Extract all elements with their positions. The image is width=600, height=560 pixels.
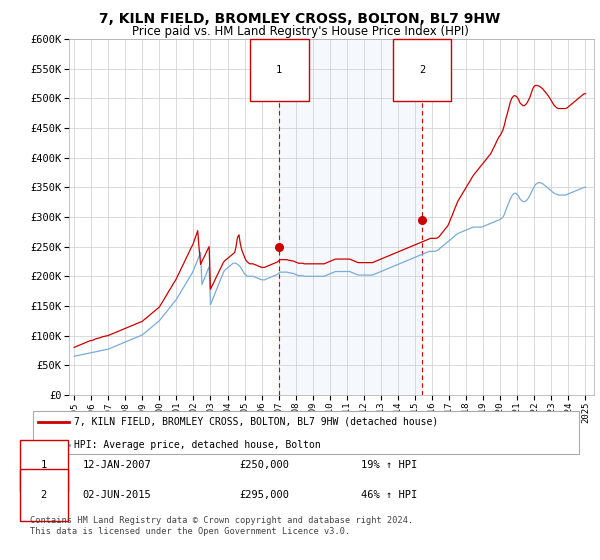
- Text: 2: 2: [41, 490, 47, 500]
- Text: £250,000: £250,000: [240, 460, 290, 470]
- Text: £295,000: £295,000: [240, 490, 290, 500]
- Text: Contains HM Land Registry data © Crown copyright and database right 2024.
This d: Contains HM Land Registry data © Crown c…: [30, 516, 413, 536]
- Text: 1: 1: [276, 65, 283, 75]
- Text: 7, KILN FIELD, BROMLEY CROSS, BOLTON, BL7 9HW: 7, KILN FIELD, BROMLEY CROSS, BOLTON, BL…: [100, 12, 500, 26]
- Text: 02-JUN-2015: 02-JUN-2015: [82, 490, 151, 500]
- Text: 19% ↑ HPI: 19% ↑ HPI: [361, 460, 418, 470]
- Text: 12-JAN-2007: 12-JAN-2007: [82, 460, 151, 470]
- Text: 2: 2: [419, 65, 425, 75]
- FancyBboxPatch shape: [33, 411, 579, 454]
- Bar: [280, 39, 422, 395]
- Text: 1: 1: [41, 460, 47, 470]
- Text: Price paid vs. HM Land Registry's House Price Index (HPI): Price paid vs. HM Land Registry's House …: [131, 25, 469, 38]
- Text: 7, KILN FIELD, BROMLEY CROSS, BOLTON, BL7 9HW (detached house): 7, KILN FIELD, BROMLEY CROSS, BOLTON, BL…: [74, 417, 439, 427]
- Text: HPI: Average price, detached house, Bolton: HPI: Average price, detached house, Bolt…: [74, 440, 321, 450]
- Text: 46% ↑ HPI: 46% ↑ HPI: [361, 490, 418, 500]
